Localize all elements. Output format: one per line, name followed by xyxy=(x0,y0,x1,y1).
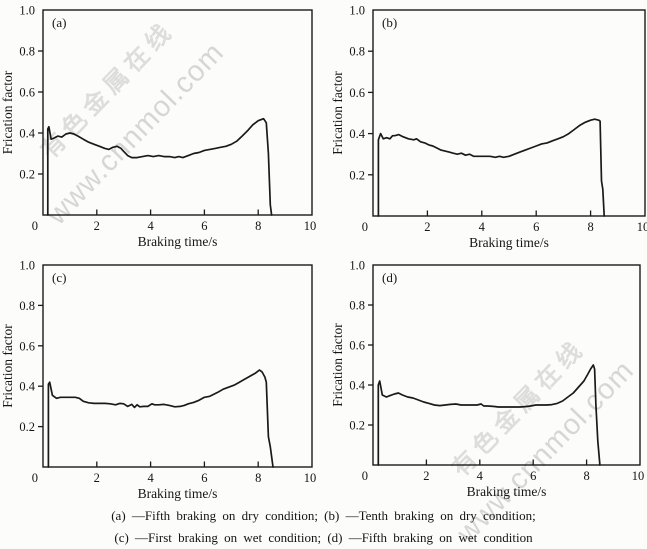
y-tick-label: 0.2 xyxy=(19,168,35,182)
y-tick-label: 0.6 xyxy=(19,339,35,353)
x-axis-title: Braking time/s xyxy=(467,484,547,499)
y-tick-label: 0.4 xyxy=(349,127,365,141)
axis-frame xyxy=(42,9,313,216)
x-tick-label: 10 xyxy=(637,220,647,234)
origin-tick-label: 0 xyxy=(362,220,368,234)
x-tick-label: 2 xyxy=(423,469,429,483)
panel-letter-label: (c) xyxy=(52,270,66,285)
x-axis-title: Braking time/s xyxy=(469,235,549,250)
x-tick-label: 6 xyxy=(533,220,539,234)
y-tick-label: 0.2 xyxy=(349,419,365,433)
y-tick-label: 0.8 xyxy=(349,299,365,313)
friction-curve xyxy=(377,118,606,217)
x-tick-label: 10 xyxy=(304,219,317,233)
y-tick-label: 1.0 xyxy=(349,259,365,273)
y-tick-label: 0.6 xyxy=(349,86,365,100)
axis-frame xyxy=(372,9,646,217)
x-tick-label: 8 xyxy=(255,471,261,485)
x-tick-label: 2 xyxy=(424,220,430,234)
axis-frame xyxy=(372,264,641,466)
y-tick-label: 0.6 xyxy=(19,86,35,100)
origin-tick-label: 0 xyxy=(362,469,368,483)
origin-tick-label: 0 xyxy=(32,219,38,233)
y-axis-title: Frication factor xyxy=(330,323,345,407)
y-tick-label: 1.0 xyxy=(19,4,35,18)
subplot-d-fifth-braking-wet: 0 0.2 0.4 0.6 0.8 1.0 2 4 6 8 10 Braking time/s Fric… xyxy=(330,259,645,500)
x-tick-label: 8 xyxy=(587,220,593,234)
panel-letter-label: (d) xyxy=(382,270,397,285)
friction-curve xyxy=(47,369,274,468)
x-tick-label: 2 xyxy=(94,471,100,485)
panel-letter-label: (b) xyxy=(382,15,397,30)
y-tick-label: 0.6 xyxy=(349,339,365,353)
y-axis-title: Frication factor xyxy=(0,70,15,154)
caption-line-2: (c) —First braking on wet condition; (d)… xyxy=(114,530,533,545)
y-tick-label: 0.4 xyxy=(19,127,35,141)
x-tick-label: 4 xyxy=(147,219,154,233)
y-tick-label: 0.4 xyxy=(19,380,35,394)
x-tick-label: 8 xyxy=(583,469,589,483)
axis-frame xyxy=(42,264,313,468)
x-tick-label: 6 xyxy=(201,471,207,485)
subplot-a-fifth-braking-dry: 0 0.2 0.4 0.6 0.8 1.0 2 4 6 8 10 Braking time/s Fric… xyxy=(0,4,317,250)
y-tick-label: 0.8 xyxy=(19,299,35,313)
friction-curve xyxy=(377,364,601,466)
y-tick-label: 0.2 xyxy=(19,420,35,434)
caption-line-1: (a) —Fifth braking on dry condition; (b)… xyxy=(111,508,536,523)
y-tick-label: 0.8 xyxy=(349,45,365,59)
y-tick-label: 1.0 xyxy=(19,259,35,273)
y-tick-label: 0.2 xyxy=(349,168,365,182)
x-tick-label: 4 xyxy=(479,220,486,234)
x-tick-label: 4 xyxy=(147,471,154,485)
y-axis-title: Frication factor xyxy=(330,71,345,155)
x-tick-label: 4 xyxy=(477,469,484,483)
y-axis-title: Frication factor xyxy=(0,324,15,408)
subplot-c-first-braking-wet: 0 0.2 0.4 0.6 0.8 1.0 2 4 6 8 10 Braking time/s Fric… xyxy=(0,259,317,502)
subplot-b-tenth-braking-dry: 0 0.2 0.4 0.6 0.8 1.0 2 4 6 8 10 Braking time/s Fric… xyxy=(330,4,647,251)
y-tick-label: 1.0 xyxy=(349,4,365,18)
x-tick-label: 10 xyxy=(632,469,645,483)
x-tick-label: 10 xyxy=(304,471,317,485)
figure-caption: (a) —Fifth braking on dry condition; (b)… xyxy=(0,505,647,549)
x-tick-label: 2 xyxy=(94,219,100,233)
x-tick-label: 6 xyxy=(201,219,207,233)
friction-curve xyxy=(46,117,273,216)
y-tick-label: 0.8 xyxy=(19,45,35,59)
panel-letter-label: (a) xyxy=(52,15,66,30)
y-tick-label: 0.4 xyxy=(349,379,365,393)
x-axis-title: Braking time/s xyxy=(138,486,218,501)
x-tick-label: 8 xyxy=(255,219,261,233)
origin-tick-label: 0 xyxy=(32,471,38,485)
x-tick-label: 6 xyxy=(530,469,536,483)
x-axis-title: Braking time/s xyxy=(138,234,218,249)
